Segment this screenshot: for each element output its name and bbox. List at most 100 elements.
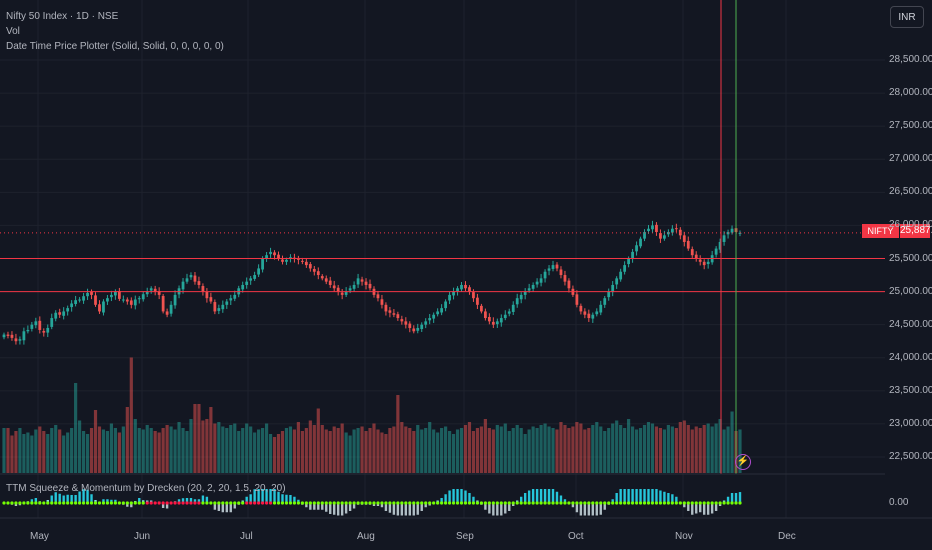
squeeze-dot [722,501,726,505]
candle-body [563,275,567,282]
squeeze-dot [686,501,690,505]
volume-bar [455,429,460,473]
candle-body [698,259,702,262]
volume-bar [89,428,94,473]
volume-bar [237,431,241,473]
volume-bar [54,425,58,473]
momentum-bar [54,492,57,504]
momentum-bar [591,503,594,516]
candle-body [587,313,591,319]
momentum-bar [535,489,539,504]
squeeze-dot [436,501,440,505]
volume-legend[interactable]: Vol [6,26,20,37]
volume-bar [451,434,456,473]
squeeze-dot [38,501,42,505]
candle-body [412,328,416,332]
candle-body [651,225,654,230]
volume-bar [599,426,603,473]
volume-bar [583,429,587,473]
volume-bar [698,428,702,473]
volume-bar [300,431,304,473]
candle-body [531,284,535,289]
candle-body [460,284,463,290]
lightning-icon[interactable]: ⚡ [735,454,751,470]
squeeze-dot [225,501,229,505]
candle-body [376,294,380,299]
candle-body [730,228,734,233]
momentum-bar [456,489,459,504]
squeeze-dot [455,501,460,505]
vertical-markers [720,0,737,474]
candle-body [686,240,690,249]
momentum-bar [667,493,670,504]
squeeze-dot [495,501,499,505]
candle-body [110,294,113,298]
volume-bar [388,428,392,473]
momentum-bar [571,503,575,508]
momentum-bar [388,503,392,513]
squeeze-dot [109,501,114,505]
squeeze-dot [416,501,420,505]
momentum-bar [348,503,352,511]
momentum-bar [508,503,511,511]
candle-body [515,298,519,305]
squeeze-dot [571,501,575,505]
volume-bar [615,420,619,473]
squeeze-dot [213,501,217,505]
candle-body [193,275,197,282]
squeeze-dot [531,501,535,505]
plotter-legend[interactable]: Date Time Price Plotter (Solid, Solid, 0… [6,41,224,52]
symbol-legend[interactable]: Nifty 50 Index · 1D · NSE [6,11,119,22]
candle-body [14,338,18,342]
candle-body [18,339,22,341]
momentum-bar [730,493,734,504]
squeeze-dot [634,501,639,505]
candle-body [320,276,324,279]
squeeze-dot [662,501,667,505]
currency-button[interactable]: INR [890,6,924,28]
squeeze-dot [169,501,173,505]
volume-bar [18,428,22,473]
volume-bar [650,423,655,473]
volume-bar [264,423,269,473]
candle-body [257,268,261,275]
squeeze-dot [217,501,221,505]
candle-body [444,301,447,309]
squeeze-dot [89,501,94,505]
candle-body [2,334,6,338]
ttm-legend[interactable]: TTM Squeeze & Momentum by Drecken (20, 2… [6,483,286,494]
momentum-bar [221,503,225,513]
volume-bar [730,411,734,473]
candle-body [356,278,360,285]
volume-bar [459,428,464,473]
momentum-bar [416,503,419,515]
momentum-bar [161,503,165,508]
squeeze-dot [543,501,547,505]
volume-bar [380,432,384,473]
volume-bar [217,422,221,473]
volume-bar [710,426,714,473]
candle-body [269,251,272,255]
squeeze-dot [698,501,702,505]
candle-body [114,291,117,296]
volume-bar [384,434,388,473]
momentum-bar [726,496,730,504]
candle-body [86,292,89,297]
squeeze-dot [428,501,432,505]
volume-bar [58,429,62,473]
candle-body [157,291,161,295]
momentum-bar [257,489,260,504]
squeeze-dot [539,501,543,505]
momentum-bar [400,503,404,516]
volume-bar [30,435,34,473]
squeeze-dot [193,501,197,505]
volume-bar [551,428,555,473]
squeeze-dot [519,501,523,505]
squeeze-dot [93,501,98,505]
candle-body [543,271,547,279]
momentum-bar [714,503,718,511]
volume-bar [145,425,149,473]
momentum-bar [177,499,181,504]
momentum-bar [273,489,276,504]
